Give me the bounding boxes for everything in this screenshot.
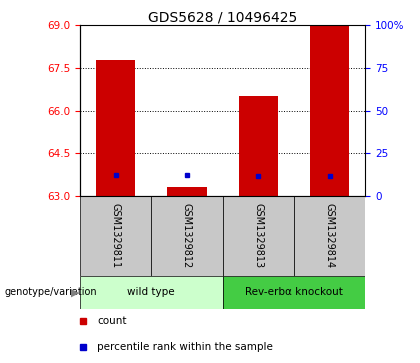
Bar: [223, 276, 365, 309]
Bar: [151, 196, 223, 276]
Text: percentile rank within the sample: percentile rank within the sample: [97, 342, 273, 352]
Text: GSM1329811: GSM1329811: [110, 203, 121, 269]
Bar: [223, 196, 294, 276]
Text: GSM1329813: GSM1329813: [253, 203, 263, 269]
Bar: [310, 25, 349, 196]
Text: wild type: wild type: [127, 287, 175, 297]
Title: GDS5628 / 10496425: GDS5628 / 10496425: [148, 10, 297, 24]
Text: count: count: [97, 316, 126, 326]
Text: GSM1329812: GSM1329812: [182, 203, 192, 269]
Bar: [80, 276, 223, 309]
Text: ▶: ▶: [71, 287, 80, 297]
Bar: [294, 196, 365, 276]
Bar: [167, 187, 207, 196]
Text: genotype/variation: genotype/variation: [4, 287, 97, 297]
Bar: [239, 97, 278, 196]
Bar: [96, 60, 135, 196]
Text: GSM1329814: GSM1329814: [325, 203, 335, 269]
Bar: [80, 196, 151, 276]
Text: Rev-erbα knockout: Rev-erbα knockout: [245, 287, 343, 297]
